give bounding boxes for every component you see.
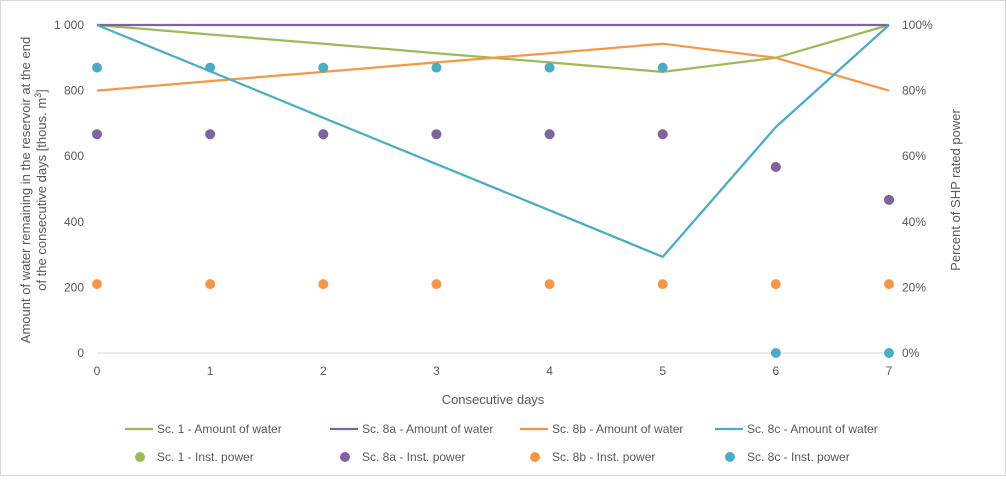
line-series-layer — [96, 23, 890, 259]
scatter-series-layer — [92, 62, 894, 358]
x-tick-label: 7 — [886, 364, 893, 378]
x-tick-label: 5 — [659, 364, 666, 378]
point-sc-8b-inst-power — [544, 279, 555, 290]
legend-label: Sc. 8b - Amount of water — [552, 422, 683, 436]
point-sc-8c-inst-power — [770, 348, 781, 358]
legend-label: Sc. 8a - Inst. power — [362, 450, 465, 464]
x-axis-title: Consecutive days — [442, 392, 545, 407]
line-sc-8c-amount-of-water — [96, 23, 890, 259]
legend: Sc. 1 - Amount of water Sc. 8a - Amount o… — [125, 422, 878, 464]
point-sc-8b-inst-power — [770, 279, 781, 290]
x-tick-label: 1 — [207, 364, 214, 378]
point-sc-8b-inst-power — [431, 279, 442, 290]
point-sc-8a-inst-power — [884, 194, 894, 205]
y-left-axis-title-superscript: 3 — [33, 93, 43, 98]
point-sc-8b-inst-power — [92, 279, 102, 290]
point-sc-8a-inst-power — [205, 129, 216, 140]
point-sc-8c-inst-power — [544, 62, 555, 73]
x-tick-label: 3 — [433, 364, 440, 378]
point-sc-8b-inst-power — [657, 279, 668, 290]
x-tick-label: 0 — [94, 364, 101, 378]
point-sc-8b-inst-power — [318, 279, 329, 290]
point-sc-8c-inst-power — [318, 62, 329, 73]
y-left-tick-label: 0 — [77, 346, 84, 360]
y-left-tick-label: 1 000 — [54, 18, 84, 32]
point-sc-8a-inst-power — [770, 162, 781, 173]
y-left-axis-title-line2-main: of the consecutive days [thous. m — [34, 98, 49, 291]
point-sc-8a-inst-power — [318, 129, 329, 140]
y-left-tick-label: 800 — [64, 84, 84, 98]
legend-label: Sc. 8b - Inst. power — [552, 450, 655, 464]
point-sc-8c-inst-power — [431, 62, 442, 73]
point-sc-8b-inst-power — [205, 279, 216, 290]
point-sc-8a-inst-power — [431, 129, 442, 140]
y-left-axis-title-line2: of the consecutive days [thous. m3] — [33, 89, 49, 291]
y-right-tick-label: 20% — [902, 280, 926, 294]
legend-point-swatch — [725, 452, 735, 462]
y-right-tick-label: 40% — [902, 215, 926, 229]
y-left-tick-label: 400 — [64, 215, 84, 229]
point-sc-8c-inst-power — [884, 348, 894, 358]
point-sc-8b-inst-power — [884, 279, 894, 290]
point-sc-8c-inst-power — [657, 62, 668, 73]
y-right-tick-label: 80% — [902, 84, 926, 98]
legend-point-swatch — [135, 452, 145, 462]
y-right-tick-label: 0% — [902, 346, 920, 360]
point-sc-8a-inst-power — [657, 129, 668, 140]
point-sc-8a-inst-power — [544, 129, 555, 140]
y-left-tick-labels: 0 200 400 600 800 1 000 — [54, 18, 84, 360]
y-left-axis-title-bracket: ] — [34, 89, 49, 93]
y-left-axis-title-line1: Amount of water remaining in the reservo… — [18, 37, 33, 343]
y-left-tick-label: 600 — [64, 149, 84, 163]
legend-label: Sc. 1 - Inst. power — [157, 450, 254, 464]
legend-point-swatch — [530, 452, 540, 462]
point-sc-8c-inst-power — [92, 62, 102, 73]
y-left-tick-label: 200 — [64, 280, 84, 294]
legend-point-swatch — [340, 452, 350, 462]
legend-label: Sc. 8c - Inst. power — [747, 450, 850, 464]
y-right-tick-labels: 0% 20% 40% 60% 80% 100% — [902, 18, 933, 360]
point-sc-8a-inst-power — [92, 129, 102, 140]
legend-label: Sc. 8c - Amount of water — [747, 422, 878, 436]
legend-label: Sc. 8a - Amount of water — [362, 422, 493, 436]
point-sc-8c-inst-power — [205, 62, 216, 73]
legend-label: Sc. 1 - Amount of water — [157, 422, 282, 436]
y-right-tick-label: 60% — [902, 149, 926, 163]
y-right-axis-title: Percent of SHP rated power — [948, 109, 963, 271]
y-right-tick-label: 100% — [902, 18, 933, 32]
y-left-axis-title: Amount of water remaining in the reservo… — [18, 37, 49, 343]
x-tick-label: 2 — [320, 364, 327, 378]
x-tick-label: 6 — [773, 364, 780, 378]
x-tick-labels: 0 1 2 3 4 5 6 7 — [94, 364, 893, 378]
x-tick-label: 4 — [546, 364, 553, 378]
